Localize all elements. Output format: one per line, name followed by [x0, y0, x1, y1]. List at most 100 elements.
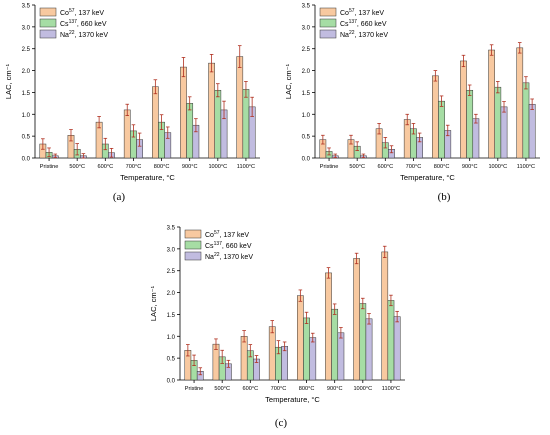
legend-label-base: Cs — [60, 21, 69, 28]
bar — [488, 49, 495, 159]
bar — [359, 303, 367, 381]
x-tick-label: 600°C — [243, 386, 259, 392]
x-tick-label: 600°C — [98, 164, 114, 170]
legend-label-base: Cs — [340, 21, 349, 28]
legend-label-rest: , 660 keV — [77, 21, 107, 28]
y-tick-label: 3.5 — [167, 226, 176, 232]
x-tick-label: 1000°C — [353, 386, 372, 392]
legend-label-sup: 22 — [69, 30, 75, 36]
bar — [494, 86, 502, 159]
bar — [152, 86, 159, 159]
y-tick-label: 0.0 — [167, 379, 176, 385]
x-axis-label: Temperature, °C — [120, 173, 175, 182]
y-tick-label: 0.0 — [22, 157, 31, 163]
bar — [180, 66, 187, 159]
x-tick-label: 500°C — [349, 164, 365, 170]
panel-label-a: (a) — [112, 191, 126, 203]
bar — [303, 317, 310, 381]
chart-panel-a: 0.0 0.5 1.0 1.5 2.0 2.5 3.0 3.5 LAC, cm⁻¹ Pristin… — [0, 0, 270, 190]
legend-label-sup: 22 — [349, 30, 355, 36]
bar — [281, 346, 288, 381]
legend-label-sup: 57 — [349, 8, 355, 14]
legend-label-rest: , 1370 keV — [75, 32, 109, 39]
x-tick-label: 1100°C — [237, 164, 255, 170]
y-tick-label: 2.0 — [302, 69, 311, 75]
x-tick-label: 700°C — [406, 164, 422, 170]
bar — [325, 272, 332, 381]
y-axis-label: LAC, cm⁻¹ — [149, 285, 158, 321]
legend-label-rest: , 137 keV — [220, 232, 250, 239]
legend-label-base: Co — [340, 10, 349, 17]
legend-swatch — [184, 251, 202, 261]
bar — [365, 318, 373, 381]
bar — [123, 109, 131, 159]
y-tick-label: 1.0 — [302, 113, 311, 119]
x-tick-label: 900°C — [182, 164, 198, 170]
x-tick-label: 1000°C — [488, 164, 507, 170]
legend-label: Co57, 137 keV — [205, 230, 249, 239]
y-tick-label: 2.0 — [167, 291, 176, 297]
bar — [393, 316, 401, 381]
x-tick-label: 700°C — [271, 386, 287, 392]
y-tick-label: 0.0 — [302, 157, 311, 163]
y-tick-label: 2.5 — [167, 269, 176, 275]
bar — [309, 337, 317, 381]
legend-label: Na22, 1370 keV — [340, 30, 388, 39]
bar — [432, 75, 439, 159]
bar — [186, 103, 194, 159]
bar — [337, 332, 345, 381]
legend-label: Na22, 1370 keV — [60, 30, 108, 39]
bar — [522, 82, 530, 159]
y-tick-label: 3.0 — [302, 25, 311, 31]
bar — [297, 295, 304, 381]
y-tick-label: 2.0 — [22, 69, 31, 75]
bar — [242, 89, 250, 159]
y-tick-label: 0.5 — [302, 135, 311, 141]
x-tick-label: 800°C — [434, 164, 450, 170]
bar — [214, 89, 222, 159]
legend-label-sup: 57 — [214, 230, 220, 236]
legend-label-rest: , 137 keV — [75, 10, 105, 17]
legend-label: Na22, 1370 keV — [205, 252, 253, 261]
y-tick-label: 0.5 — [167, 357, 176, 363]
bar — [460, 60, 467, 159]
bar — [353, 258, 360, 381]
x-tick-label: 900°C — [327, 386, 343, 392]
bar — [268, 326, 276, 381]
legend-label-rest: , 137 keV — [355, 10, 385, 17]
bar — [236, 56, 244, 159]
chart-panel-c: 0.0 0.5 1.0 1.5 2.0 2.5 3.0 3.5 LAC, cm⁻¹ Pristin… — [145, 222, 415, 412]
bar — [331, 308, 339, 381]
legend-label-sup: 137 — [214, 241, 223, 247]
x-tick-label: Pristine — [320, 164, 339, 170]
chart-b: 0.0 0.5 1.0 1.5 2.0 2.5 3.0 3.5 LAC, cm⁻¹ Pristin… — [284, 4, 540, 182]
legend-label: Cs137, 660 keV — [205, 241, 252, 250]
bar — [500, 106, 508, 159]
x-tick-label: 900°C — [462, 164, 478, 170]
y-tick-label: 1.5 — [302, 91, 311, 97]
x-tick-label: 800°C — [299, 386, 315, 392]
bar — [381, 251, 389, 381]
legend-label: Cs137, 660 keV — [60, 19, 107, 28]
legend-label-rest: , 660 keV — [357, 21, 387, 28]
bar — [528, 103, 536, 159]
legend-swatch — [184, 229, 202, 239]
bar — [472, 118, 480, 159]
x-tick-label: 500°C — [214, 386, 230, 392]
y-tick-label: 1.5 — [22, 91, 31, 97]
legend-swatch — [39, 18, 57, 28]
legend-swatch — [319, 29, 337, 39]
y-tick-label: 3.0 — [22, 25, 31, 31]
legend-swatch — [39, 29, 57, 39]
panel-label-b: (b) — [437, 191, 451, 203]
y-tick-label: 2.5 — [22, 47, 31, 53]
y-axis-label: LAC, cm⁻¹ — [284, 63, 293, 99]
x-tick-label: 800°C — [154, 164, 170, 170]
legend-swatch — [184, 240, 202, 250]
y-axis-label: LAC, cm⁻¹ — [4, 63, 13, 99]
legend-label-base: Co — [60, 10, 69, 17]
bar — [516, 47, 524, 159]
legend-label-rest: , 660 keV — [222, 243, 252, 250]
y-tick-label: 1.5 — [167, 313, 176, 319]
bar — [240, 336, 248, 381]
